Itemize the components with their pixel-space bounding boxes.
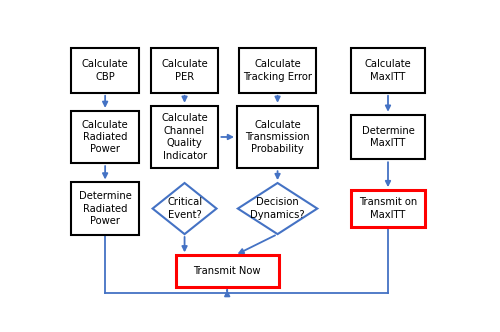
FancyBboxPatch shape <box>351 115 425 159</box>
FancyBboxPatch shape <box>239 48 316 93</box>
Text: Calculate
MaxITT: Calculate MaxITT <box>364 59 412 82</box>
Text: Calculate
Tracking Error: Calculate Tracking Error <box>243 59 312 82</box>
Text: Critical
Event?: Critical Event? <box>167 197 202 220</box>
Text: Calculate
Radiated
Power: Calculate Radiated Power <box>82 120 128 154</box>
FancyBboxPatch shape <box>150 48 218 93</box>
Polygon shape <box>238 183 318 234</box>
Text: Calculate
CBP: Calculate CBP <box>82 59 128 82</box>
Text: Decision
Dynamics?: Decision Dynamics? <box>250 197 305 220</box>
FancyBboxPatch shape <box>71 48 139 93</box>
Text: Determine
Radiated
Power: Determine Radiated Power <box>78 191 132 226</box>
Text: Calculate
Transmission
Probability: Calculate Transmission Probability <box>245 120 310 154</box>
FancyBboxPatch shape <box>237 106 318 168</box>
FancyBboxPatch shape <box>71 182 139 235</box>
Text: Transmit on
MaxITT: Transmit on MaxITT <box>359 197 417 220</box>
FancyBboxPatch shape <box>351 190 425 227</box>
Text: Determine
MaxITT: Determine MaxITT <box>362 126 414 148</box>
FancyBboxPatch shape <box>351 48 425 93</box>
FancyBboxPatch shape <box>150 106 218 168</box>
FancyBboxPatch shape <box>71 111 139 163</box>
FancyBboxPatch shape <box>176 255 278 287</box>
Text: Calculate
Channel
Quality
Indicator: Calculate Channel Quality Indicator <box>161 114 208 161</box>
Text: Transmit Now: Transmit Now <box>194 266 261 276</box>
Polygon shape <box>152 183 216 234</box>
Text: Calculate
PER: Calculate PER <box>161 59 208 82</box>
